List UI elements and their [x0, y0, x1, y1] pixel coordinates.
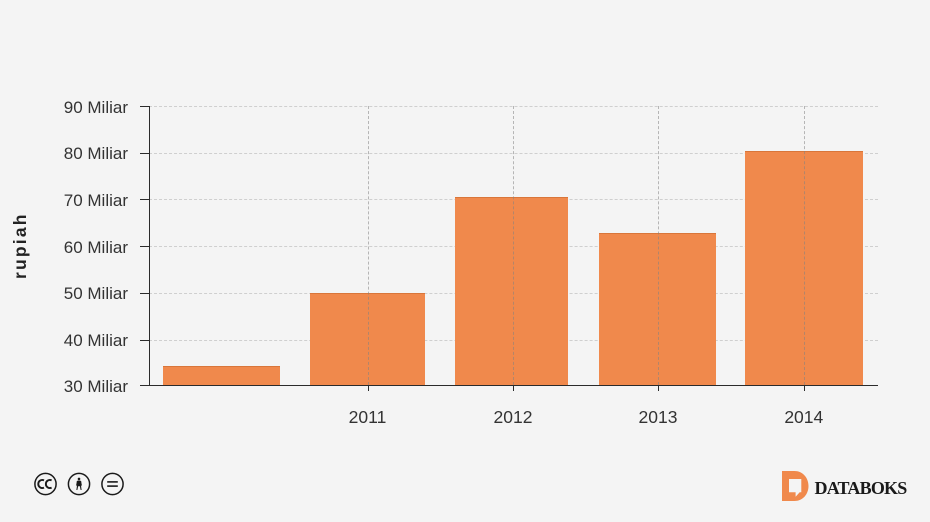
- svg-text:DATABOKS: DATABOKS: [815, 478, 908, 498]
